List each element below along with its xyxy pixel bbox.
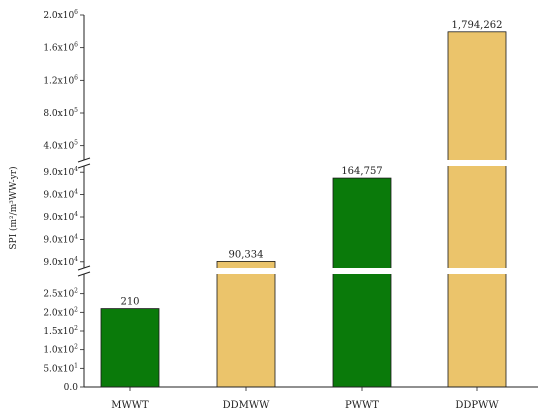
y-tick-label: 5.0x101 (43, 362, 78, 374)
bars (100, 31, 507, 388)
y-tick-label: 2.0x102 (43, 306, 78, 318)
bar-ddmww (216, 261, 276, 388)
axis-break-gap-2 (74, 160, 540, 166)
axis-break-mark (77, 271, 91, 277)
bar-mwwt (100, 308, 160, 388)
bar-ddpww (447, 31, 507, 388)
y-tick-label: 9.0x104 (43, 233, 78, 245)
x-axis-labels: MWWT DDMWW PWWT DDPWW (111, 400, 499, 411)
x-tick-label-ddmww: DDMWW (223, 400, 271, 411)
y-tick-label: 2.0x106 (43, 9, 78, 21)
y-tick-label: 0.0 (64, 383, 79, 393)
data-label-pwwt: 164,757 (341, 166, 382, 177)
data-label-ddmww: 90,334 (229, 249, 264, 260)
y-tick-label: 9.0x104 (43, 211, 78, 223)
y-tick-label: 9.0x104 (43, 189, 78, 201)
y-tick-label: 1.2x106 (43, 74, 78, 86)
data-label-ddpww: 1,794,262 (452, 20, 503, 31)
x-tick-label-ddpww: DDPWW (455, 400, 499, 411)
axis-break-mark (77, 265, 91, 271)
data-label-mwwt: 210 (120, 297, 139, 308)
y-axis-title: SPI (m²/m³WW-yr) (8, 166, 19, 249)
y-tick-label: 9.0x104 (43, 256, 78, 268)
y-tick-label: 2.5x102 (43, 288, 78, 300)
axis-break-mark (77, 163, 91, 169)
y-tick-label: 4.0x105 (43, 140, 78, 152)
y-tick-label: 1.0x102 (43, 344, 78, 356)
data-labels: 210 90,334 164,757 1,794,262 (120, 20, 502, 308)
y-tick-label: 1.6x106 (43, 42, 78, 54)
y-tick-label: 8.0x105 (43, 107, 78, 119)
axis-break-gap-1 (74, 268, 540, 274)
x-tick-label-mwwt: MWWT (111, 400, 149, 411)
axis-break-mark (77, 157, 91, 163)
axes (74, 15, 540, 391)
y-axis-ticks: 0.0 5.0x101 1.0x102 1.5x102 2.0x102 2.5x102 9.… (43, 9, 84, 393)
x-tick-label-pwwt: PWWT (345, 400, 379, 411)
bar-pwwt (332, 177, 392, 388)
y-tick-label: 1.5x102 (43, 325, 78, 337)
y-tick-label: 9.0x104 (43, 166, 78, 178)
